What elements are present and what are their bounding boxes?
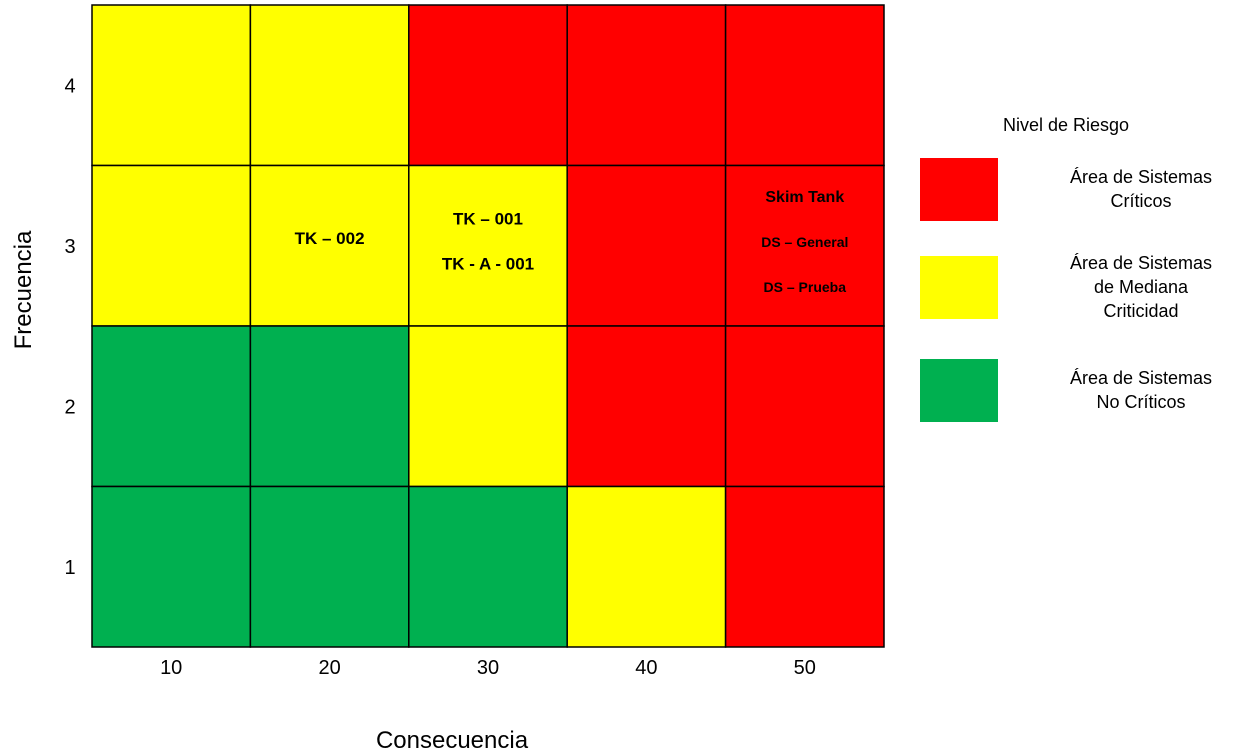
- y-axis-title: Frecuencia: [10, 230, 37, 349]
- matrix-cell: [566, 325, 727, 488]
- legend-title: Nivel de Riesgo: [1003, 115, 1129, 135]
- y-tick-label: 2: [64, 396, 75, 418]
- legend-item-label: Área de Sistemas: [1070, 167, 1212, 187]
- legend-item-label: de Mediana: [1094, 277, 1189, 297]
- legend-item-label: Área de Sistemas: [1070, 368, 1212, 388]
- matrix-cell: [724, 4, 885, 167]
- matrix-cell: [724, 164, 885, 327]
- x-tick-label: 10: [160, 657, 182, 679]
- matrix-cell: [249, 325, 410, 488]
- cell-annotations: TK – 002 TK – 001 TK - A - 001 Skim Tank DS …: [295, 189, 849, 295]
- legend-item-label: Área de Sistemas: [1070, 253, 1212, 273]
- cell-annotation-label: TK – 002: [295, 229, 365, 248]
- matrix-cell: [408, 485, 568, 648]
- y-tick-label: 3: [64, 236, 75, 258]
- x-axis-title: Consecuencia: [376, 727, 529, 751]
- matrix-cell: [566, 485, 727, 648]
- matrix-cell: [91, 485, 252, 648]
- y-tick-label: 1: [64, 557, 75, 579]
- cell-annotation-label: DS – Prueba: [764, 279, 847, 295]
- matrix-cell: [408, 164, 568, 327]
- x-tick-label: 50: [794, 657, 816, 679]
- legend-swatch: [920, 256, 998, 319]
- legend-swatch: [920, 158, 998, 221]
- matrix-cell: [724, 485, 885, 648]
- matrix-cell: [91, 4, 252, 167]
- legend-item-label: No Críticos: [1096, 392, 1185, 412]
- y-tick-labels: 4 3 2 1: [64, 75, 75, 579]
- matrix-cell: [91, 325, 252, 488]
- matrix-cell: [724, 325, 885, 488]
- x-tick-label: 20: [318, 657, 340, 679]
- legend: Nivel de Riesgo Área de Sistemas Críticos…: [920, 115, 1212, 422]
- legend-swatch: [920, 359, 998, 422]
- legend-item-label: Críticos: [1110, 191, 1171, 211]
- matrix-cell: [566, 164, 727, 327]
- matrix-cell: [249, 485, 410, 648]
- matrix-cell: [566, 4, 727, 167]
- cell-annotation-label: TK - A - 001: [442, 254, 534, 273]
- legend-item-label: Criticidad: [1103, 301, 1178, 321]
- matrix-cell: [408, 325, 568, 488]
- matrix-cell: [249, 4, 410, 167]
- matrix-cell: [249, 164, 410, 327]
- y-tick-label: 4: [64, 75, 75, 97]
- x-tick-labels: 10 20 30 40 50: [160, 657, 816, 679]
- cell-annotation-label: Skim Tank: [765, 189, 844, 206]
- matrix-cell: [408, 4, 568, 167]
- matrix-cell: [91, 164, 252, 327]
- x-tick-label: 40: [635, 657, 657, 679]
- x-tick-label: 30: [477, 657, 499, 679]
- matrix-cells: [91, 4, 885, 648]
- cell-annotation-label: DS – General: [761, 234, 848, 250]
- cell-annotation-label: TK – 001: [453, 209, 523, 228]
